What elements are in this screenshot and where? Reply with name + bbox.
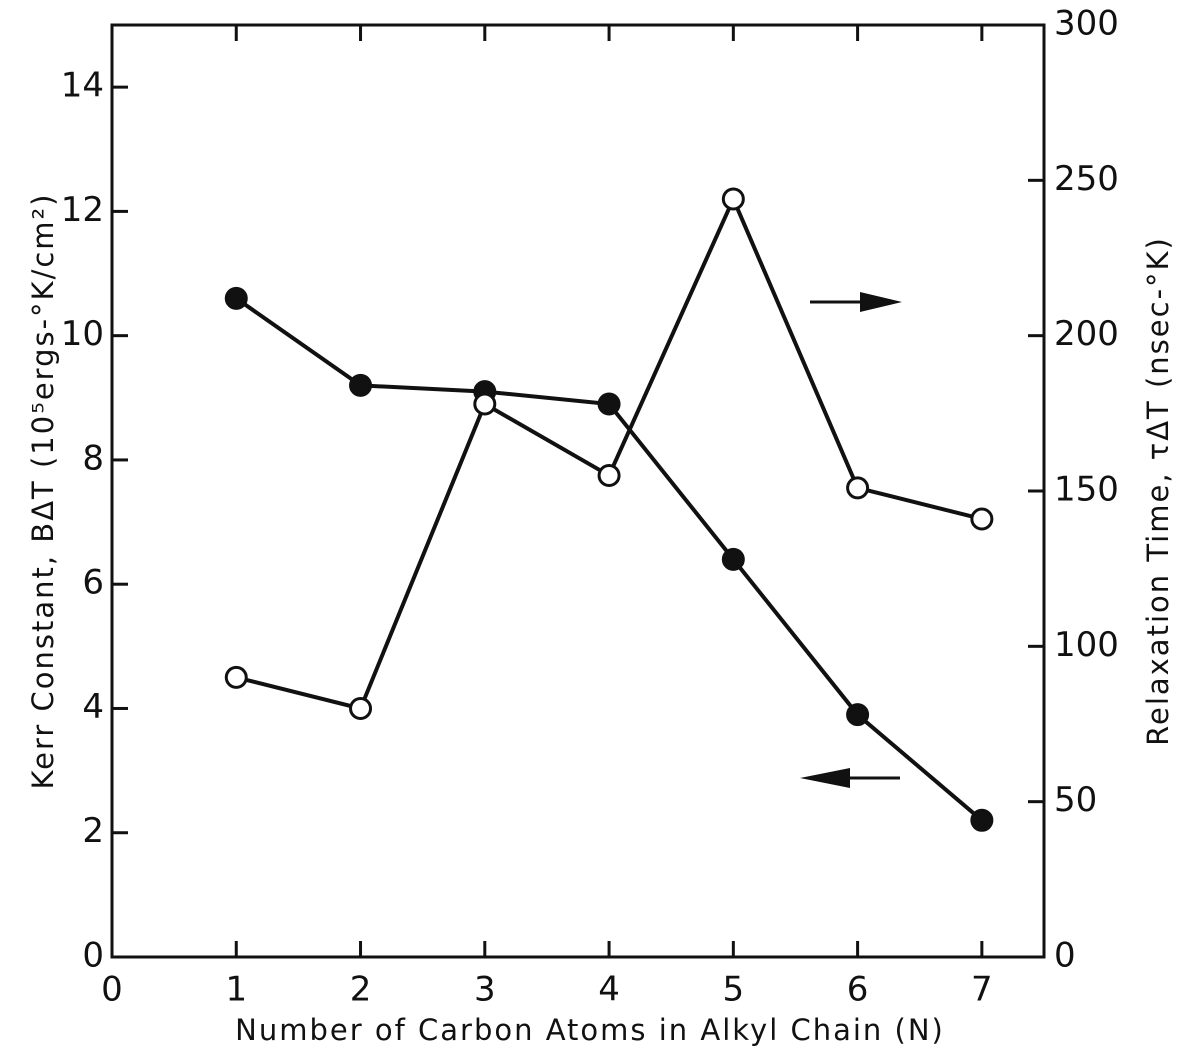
data-point [721,547,745,571]
x-tick-label: 7 [971,970,993,1010]
data-point [970,507,994,531]
data-point [597,463,621,487]
x-tick-label: 2 [350,970,372,1010]
y2-tick-label: 300 [1054,4,1119,44]
y-tick-label: 2 [82,811,104,851]
y-tick-label: 4 [82,687,104,727]
y-axis-label: Kerr Constant, BΔT (10⁵ergs-°K/cm²) [26,193,60,790]
x-tick-label: 4 [598,970,620,1010]
x-tick-label: 5 [723,970,745,1010]
x-tick-label: 1 [225,970,247,1010]
data-point [473,392,497,416]
series-line [235,194,983,711]
data-point [349,696,373,720]
arrow-left [800,768,900,788]
x-tick-label: 3 [474,970,496,1010]
y2-tick-label: 200 [1054,314,1119,354]
y2-tick-label: 0 [1054,936,1076,976]
y2-tick-label: 150 [1054,470,1119,510]
data-point [224,665,248,689]
data-point [224,286,248,310]
y-tick-label: 12 [61,190,104,230]
data-point [349,373,373,397]
series-line [235,296,984,822]
y-tick-label: 10 [61,314,104,354]
y2-tick-label: 250 [1054,159,1119,199]
data-point [970,808,994,832]
data-point [721,187,745,211]
data-point [846,476,870,500]
x-axis-label: Number of Carbon Atoms in Alkyl Chain (N… [235,1013,945,1047]
y-tick-label: 0 [82,936,104,976]
data-point [846,703,870,727]
plot-frame [110,23,1046,959]
data-point [597,392,621,416]
arrow-right [810,292,902,312]
y2-tick-label: 50 [1054,780,1097,820]
y2-axis-label: Relaxation Time, τΔT (nsec-°K) [1141,236,1175,746]
y-tick-label: 8 [82,438,104,478]
y-tick-label: 14 [61,66,104,106]
x-tick-label: 0 [101,970,123,1010]
x-tick-label: 6 [847,970,869,1010]
y2-tick-label: 100 [1054,625,1119,665]
y-tick-label: 6 [82,563,104,603]
